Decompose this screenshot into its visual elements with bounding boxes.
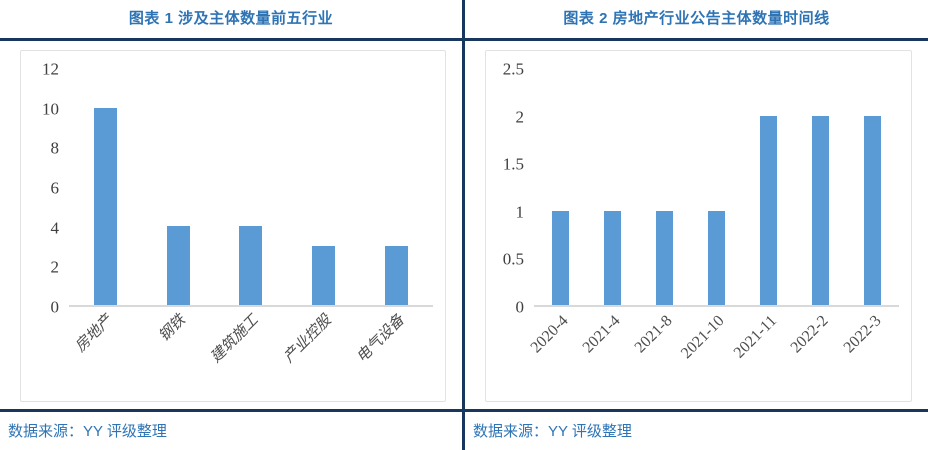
bar-2022-3: [864, 116, 882, 305]
x-axis-tick: 2021-4: [579, 307, 638, 393]
figure1-chart: 0 2 4 6 8 10 12 房地产 钢铁 建筑施工 产业控股 电气设备: [20, 50, 446, 402]
bar-房地产: [93, 108, 117, 305]
bar-slot: [638, 69, 690, 305]
x-axis-tick-label: 电气设备: [353, 312, 408, 367]
x-axis-tick: 钢铁: [142, 307, 215, 393]
bar-建筑施工: [239, 226, 263, 305]
bar-2020-4: [551, 210, 569, 305]
figure1-title: 图表 1 涉及主体数量前五行业: [128, 10, 334, 27]
y-axis-tick-label: 2: [50, 257, 60, 277]
x-axis-tick: 电气设备: [353, 307, 433, 393]
x-axis-tick: 2022-3: [840, 307, 899, 393]
bar-slot: [586, 69, 638, 305]
figure1-plot-area: [69, 69, 433, 307]
x-axis-tick-label: 房地产: [72, 312, 117, 356]
y-axis-tick-label: 10: [42, 99, 59, 119]
bar-slot: [360, 69, 433, 305]
figure2-title: 图表 2 房地产行业公告主体数量时间线: [563, 10, 830, 27]
y-axis-tick-label: 0.5: [502, 249, 524, 269]
x-axis-tick: 2022-2: [788, 307, 847, 393]
x-axis-tick-label: 2022-3: [840, 312, 885, 357]
bar-2021-8: [655, 210, 673, 305]
bar-slot: [287, 69, 360, 305]
bar-2021-11: [760, 116, 778, 305]
figure1-y-axis: 0 2 4 6 8 10 12: [29, 61, 69, 316]
x-axis-tick: 房地产: [69, 307, 142, 393]
bar-电气设备: [385, 246, 409, 305]
x-axis-tick: 2021-11: [731, 307, 795, 393]
bar-slot: [142, 69, 215, 305]
bar-slot: [847, 69, 899, 305]
figure2-plot-area: [534, 69, 899, 307]
bar-2021-4: [603, 210, 621, 305]
x-axis-tick-label: 2021-8: [631, 312, 676, 357]
figure2-chart: 0 0.5 1 1.5 2 2.5 2020-4 2021-4 2021-8 2021-10 20…: [485, 50, 912, 402]
y-axis-tick-label: 1.5: [502, 154, 524, 174]
y-axis-tick-label: 1: [515, 202, 525, 222]
bar-2022-2: [812, 116, 830, 305]
x-axis-tick-label: 建筑施工: [207, 312, 262, 367]
column-divider-line: [462, 0, 465, 450]
figure1-panel: 图表 1 涉及主体数量前五行业 0 2 4 6 8 10 12 房地产 钢铁 建筑施工 产业控股电…: [0, 0, 462, 450]
y-axis-tick-label: 2.5: [502, 59, 524, 79]
x-axis-tick: 2020-4: [527, 307, 586, 393]
figure2-x-axis-labels: 2020-4 2021-4 2021-8 2021-10 2021-11 2022-2 20…: [527, 307, 899, 393]
figure1-source-note: 数据来源：YY 评级整理: [8, 423, 167, 440]
figure2-source-note: 数据来源：YY 评级整理: [473, 423, 632, 440]
bar-slot: [69, 69, 142, 305]
bar-slot: [534, 69, 586, 305]
x-axis-tick-label: 产业控股: [280, 312, 335, 367]
bar-产业控股: [312, 246, 336, 305]
y-axis-tick-label: 4: [50, 218, 60, 238]
x-axis-tick-label: 2021-4: [579, 312, 624, 357]
figure1-x-axis-labels: 房地产 钢铁 建筑施工 产业控股 电气设备: [69, 307, 433, 393]
y-axis-tick-label: 8: [50, 138, 60, 158]
bar-slot: [743, 69, 795, 305]
x-axis-tick-label: 2022-2: [788, 312, 833, 357]
x-axis-tick-label: 钢铁: [156, 312, 189, 345]
bar-2021-10: [707, 210, 725, 305]
y-axis-tick-label: 6: [50, 178, 60, 198]
y-axis-tick-label: 0: [515, 297, 525, 317]
bar-slot: [795, 69, 847, 305]
figure2-y-axis: 0 0.5 1 1.5 2 2.5: [494, 61, 534, 316]
y-axis-tick-label: 0: [50, 297, 60, 317]
bar-slot: [215, 69, 288, 305]
x-axis-tick-label: 2020-4: [527, 312, 572, 357]
x-axis-tick: 产业控股: [281, 307, 360, 393]
bar-slot: [690, 69, 742, 305]
bar-钢铁: [166, 226, 190, 305]
figure2-panel: 图表 2 房地产行业公告主体数量时间线 0 0.5 1 1.5 2 2.5 2020-4 2…: [465, 0, 928, 450]
y-axis-tick-label: 2: [515, 107, 525, 127]
y-axis-tick-label: 12: [42, 59, 59, 79]
x-axis-tick: 建筑施工: [208, 307, 288, 393]
